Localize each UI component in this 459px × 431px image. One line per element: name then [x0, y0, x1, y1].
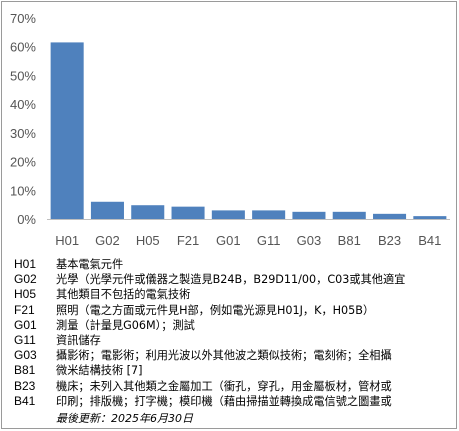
x-tick-label: G02	[95, 233, 120, 248]
bar-g01	[211, 210, 245, 219]
legend-description: 測量（計量見G06M）；測試	[56, 318, 195, 332]
legend-code: B81	[14, 363, 36, 378]
y-tick-label: 50%	[10, 68, 36, 83]
legend-description: 光學（光學元件或儀器之製造見B24B，B29D11/00，C03或其他適宜	[56, 273, 406, 287]
legend-code: G02	[14, 272, 37, 287]
legend-description: 機床；未列入其他類之金屬加工（衝孔，穿孔，用金屬板材，管材或	[56, 379, 392, 393]
legend-code: F21	[14, 302, 35, 317]
x-axis: H01 G02 H05 F21 G01 G11 G03 B81 B23 B41	[55, 233, 441, 248]
bar-h01	[50, 42, 84, 220]
legend-code: G11	[14, 332, 36, 347]
bar-h05	[131, 205, 165, 219]
x-tick-label: B41	[418, 233, 441, 248]
legend-description: 微米結構技術 [7]	[56, 364, 143, 378]
legend-description: 攝影術；電影術；利用光波以外其他波之類似技術；電刻術；全相攝	[56, 349, 392, 363]
bar-f21	[171, 206, 205, 219]
y-tick-label: 60%	[10, 40, 36, 55]
legend-code: H05	[14, 287, 37, 302]
y-tick-label: 30%	[10, 126, 36, 141]
bars	[50, 42, 447, 220]
x-tick-label: G01	[216, 233, 241, 248]
bar-g11	[252, 210, 286, 219]
category-legend: H01 基本電氣元件 G02 光學（光學元件或儀器之製造見B24B，B29D11/00…	[14, 257, 454, 409]
legend-description: 資訊儲存	[56, 333, 101, 347]
x-tick-label: B23	[378, 233, 401, 248]
legend-row-b81: B81 微米結構技術 [7]	[14, 363, 454, 378]
legend-code: B23	[14, 378, 36, 393]
legend-code: G01	[14, 317, 37, 332]
x-tick-label: G11	[257, 233, 281, 248]
y-axis: 0% 10% 20% 30% 40% 50% 60% 70%	[10, 11, 36, 227]
x-tick-label: F21	[177, 233, 199, 248]
last-updated-note: 最後更新：2025年6月30日	[56, 412, 193, 425]
legend-description: 基本電氣元件	[56, 258, 124, 271]
legend-row-b41: B41 印刷；排版機；打字機；模印機（藉由掃描並轉換成電信號之圖畫或	[14, 394, 454, 409]
legend-code: B41	[14, 393, 36, 408]
bar-g02	[90, 201, 124, 219]
x-tick-label: B81	[338, 233, 361, 248]
legend-row-g11: G11 資訊儲存	[14, 333, 454, 348]
legend-description: 印刷；排版機；打字機；模印機（藉由掃描並轉換成電信號之圖畫或	[56, 394, 392, 408]
legend-row-h01: H01 基本電氣元件	[14, 257, 454, 272]
legend-code: H01	[14, 257, 37, 271]
legend-row-g03: G03 攝影術；電影術；利用光波以外其他波之類似技術；電刻術；全相攝	[14, 348, 454, 363]
bar-b81	[332, 211, 366, 219]
legend-row-b23: B23 機床；未列入其他類之金屬加工（衝孔，穿孔，用金屬板材，管材或	[14, 379, 454, 394]
legend-description: 照明（電之方面或元件見H部，例如電光源見H01J，K，H05B）	[56, 303, 375, 317]
y-tick-label: 10%	[10, 183, 36, 198]
bar-g03	[292, 211, 326, 219]
y-tick-label: 0%	[17, 212, 36, 227]
legend-row-h05: H05 其他類目不包括的電氣技術	[14, 287, 454, 302]
legend-row-f21: F21 照明（電之方面或元件見H部，例如電光源見H01J，K，H05B）	[14, 303, 454, 318]
x-tick-label: G03	[297, 233, 322, 248]
bar-b41	[413, 216, 447, 219]
bar-b23	[373, 213, 407, 219]
x-tick-label: H01	[55, 233, 79, 248]
y-tick-label: 20%	[10, 155, 36, 170]
y-tick-label: 40%	[10, 97, 36, 112]
x-tick-label: H05	[136, 233, 160, 248]
legend-code: G03	[14, 348, 37, 363]
y-tick-label: 70%	[10, 11, 36, 26]
legend-description: 其他類目不包括的電氣技術	[56, 288, 191, 302]
legend-row-g01: G01 測量（計量見G06M）；測試	[14, 318, 454, 333]
legend-row-g02: G02 光學（光學元件或儀器之製造見B24B，B29D11/00，C03或其他適宜	[14, 272, 454, 287]
